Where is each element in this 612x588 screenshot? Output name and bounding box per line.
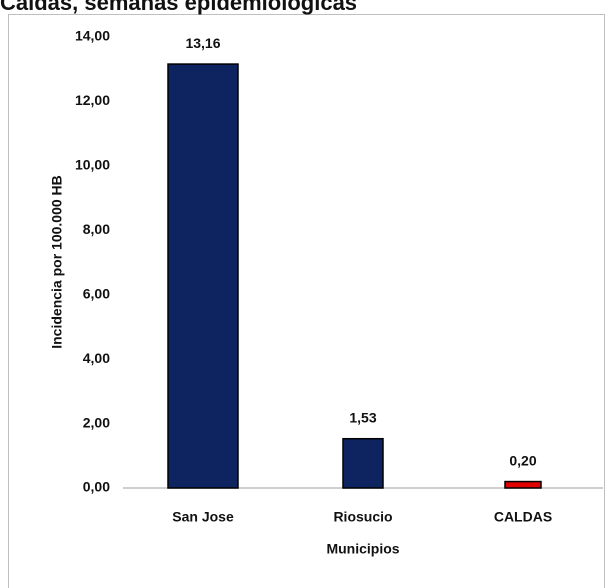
x-axis-label: Municipios — [326, 541, 399, 557]
x-tick-label: CALDAS — [494, 509, 552, 525]
y-tick-label: 0,00 — [83, 479, 110, 495]
y-tick-label: 12,00 — [75, 92, 110, 108]
x-tick-label: Riosucio — [333, 509, 392, 525]
y-tick-label: 4,00 — [83, 350, 110, 366]
y-tick-label: 8,00 — [83, 221, 110, 237]
x-tick-label: San Jose — [172, 509, 234, 525]
y-axis-label: Incidencia por 100.000 HB — [49, 175, 65, 349]
y-tick-label: 6,00 — [83, 285, 110, 301]
y-tick-label: 14,00 — [75, 28, 110, 44]
chart-title: Caldas, semanas epidemiológicas — [0, 0, 357, 15]
bar — [167, 63, 239, 489]
data-label: 13,16 — [185, 35, 220, 51]
y-tick-label: 2,00 — [83, 414, 110, 430]
chart-frame — [8, 14, 605, 588]
data-label: 1,53 — [349, 409, 376, 425]
bar — [504, 480, 542, 489]
data-label: 0,20 — [509, 452, 536, 468]
y-tick-label: 10,00 — [75, 157, 110, 173]
bar — [342, 437, 384, 489]
